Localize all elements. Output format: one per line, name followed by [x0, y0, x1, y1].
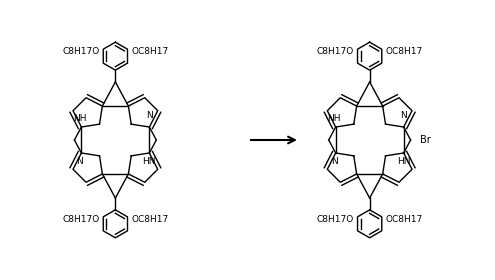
Text: N: N: [400, 111, 407, 120]
Text: OC8H17: OC8H17: [386, 215, 423, 224]
Text: OC8H17: OC8H17: [131, 215, 169, 224]
Text: N: N: [77, 157, 83, 166]
Text: N: N: [146, 111, 152, 120]
Text: Br: Br: [420, 135, 431, 145]
Text: HN: HN: [397, 157, 410, 166]
Text: C8H17O: C8H17O: [62, 48, 99, 57]
Text: C8H17O: C8H17O: [62, 215, 99, 224]
Text: OC8H17: OC8H17: [131, 48, 169, 57]
Text: NH: NH: [327, 114, 341, 123]
Text: C8H17O: C8H17O: [316, 215, 353, 224]
Text: OC8H17: OC8H17: [386, 48, 423, 57]
Text: NH: NH: [73, 114, 87, 123]
Text: C8H17O: C8H17O: [316, 48, 353, 57]
Text: N: N: [331, 157, 338, 166]
Text: HN: HN: [143, 157, 156, 166]
